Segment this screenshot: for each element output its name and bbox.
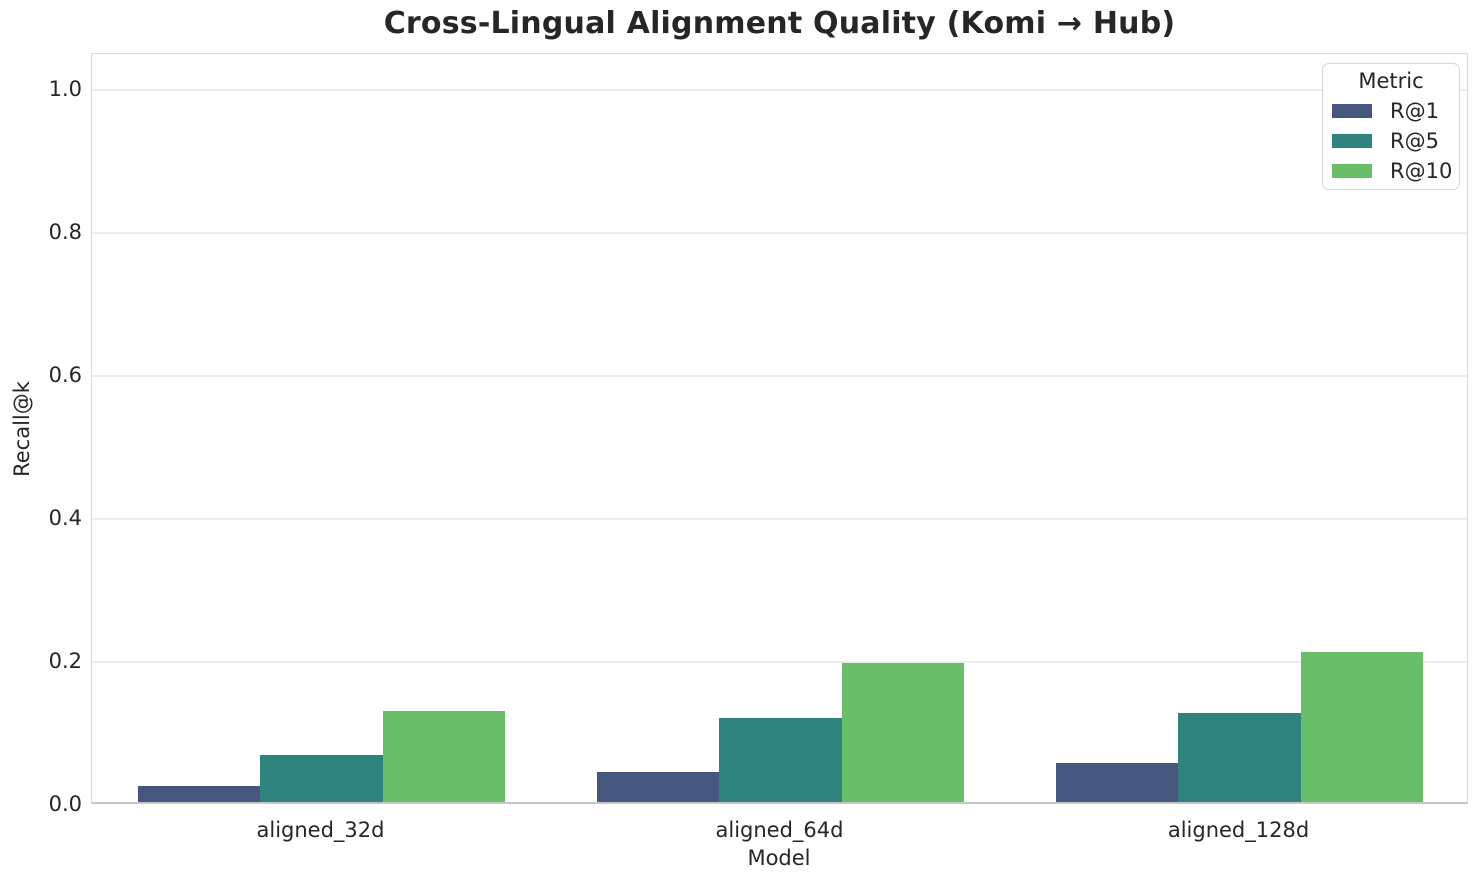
bar-aligned_32d-R@10: [382, 711, 506, 802]
legend-label-R@5: R@5: [1390, 129, 1439, 153]
legend-label-R@1: R@1: [1390, 99, 1439, 123]
gridline-y-0.4: [92, 518, 1467, 520]
bar-aligned_64d-R@1: [596, 771, 720, 802]
bar-aligned_128d-R@5: [1178, 712, 1301, 802]
x-tick-label-aligned_32d: aligned_32d: [256, 818, 385, 842]
y-tick-label-0.0: 0.0: [48, 792, 82, 816]
bar-aligned_128d-R@1: [1055, 762, 1179, 802]
y-tick-label-0.8: 0.8: [48, 219, 82, 244]
plot-area: [91, 53, 1468, 804]
x-axis-label: Model: [747, 846, 811, 870]
legend-swatch-R@10: [1332, 164, 1372, 178]
y-tick-label-0.2: 0.2: [48, 648, 82, 673]
legend-swatch-R@1: [1332, 104, 1372, 118]
legend: Metric R@1 R@5 R@10: [1322, 63, 1460, 190]
legend-label-R@10: R@10: [1390, 159, 1453, 183]
y-tick-label-0.6: 0.6: [48, 362, 82, 387]
bar-aligned_32d-R@1: [137, 786, 261, 802]
y-axis-label: Recall@k: [10, 381, 34, 477]
x-tick-label-aligned_64d: aligned_64d: [715, 818, 844, 842]
chart-title: Cross-Lingual Alignment Quality (Komi → …: [383, 6, 1176, 41]
bar-aligned_128d-R@10: [1300, 651, 1424, 802]
legend-title: Metric: [1358, 69, 1424, 93]
y-tick-label-1.0: 1.0: [48, 76, 82, 101]
y-tick-label-0.4: 0.4: [48, 505, 82, 530]
legend-entries: R@1 R@5 R@10: [1323, 96, 1459, 186]
gridline-y-0.6: [92, 375, 1467, 377]
legend-entry-R@10: R@10: [1323, 156, 1459, 186]
bar-aligned_64d-R@10: [841, 663, 965, 802]
bar-aligned_32d-R@5: [260, 754, 383, 802]
gridline-y-0.8: [92, 232, 1467, 234]
x-tick-label-aligned_128d: aligned_128d: [1167, 818, 1310, 842]
gridline-y-0.2: [92, 661, 1467, 663]
gridline-y-1.0: [92, 89, 1467, 91]
bar-aligned_64d-R@5: [719, 717, 842, 802]
legend-swatch-R@5: [1332, 134, 1372, 148]
legend-entry-R@5: R@5: [1323, 126, 1459, 156]
legend-entry-R@1: R@1: [1323, 96, 1459, 126]
